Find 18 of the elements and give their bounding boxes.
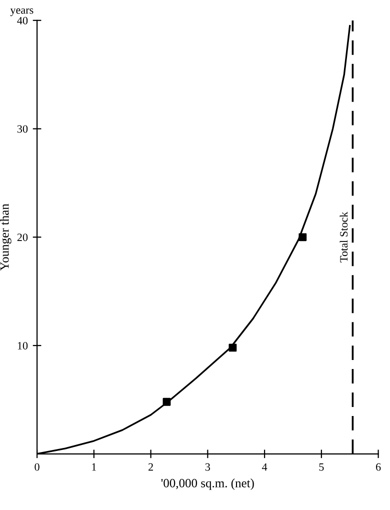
point [298, 233, 307, 242]
point [228, 344, 237, 352]
x-tick-label: 4 [262, 463, 268, 471]
y-tick-label: 10 [18, 342, 28, 350]
x-tick-label: 0 [34, 463, 40, 471]
text: years [10, 8, 34, 16]
point [162, 398, 171, 406]
x-axis-title: '00,000 sq.m. (net) [161, 478, 254, 490]
y-axis-title: Younger than [0, 204, 12, 271]
x-tick-label: 1 [92, 463, 96, 471]
x-tick-label: 5 [319, 463, 324, 471]
x-tick-label: 3 [205, 463, 210, 471]
x-tick-label: 6 [376, 463, 381, 471]
y-tick-label: 30 [17, 125, 28, 133]
x-tick-label: 2 [148, 463, 153, 471]
ref-line-label: Total Stock [340, 212, 348, 262]
y-tick-label: 40 [17, 16, 28, 24]
y-tick-label: 20 [17, 234, 28, 242]
